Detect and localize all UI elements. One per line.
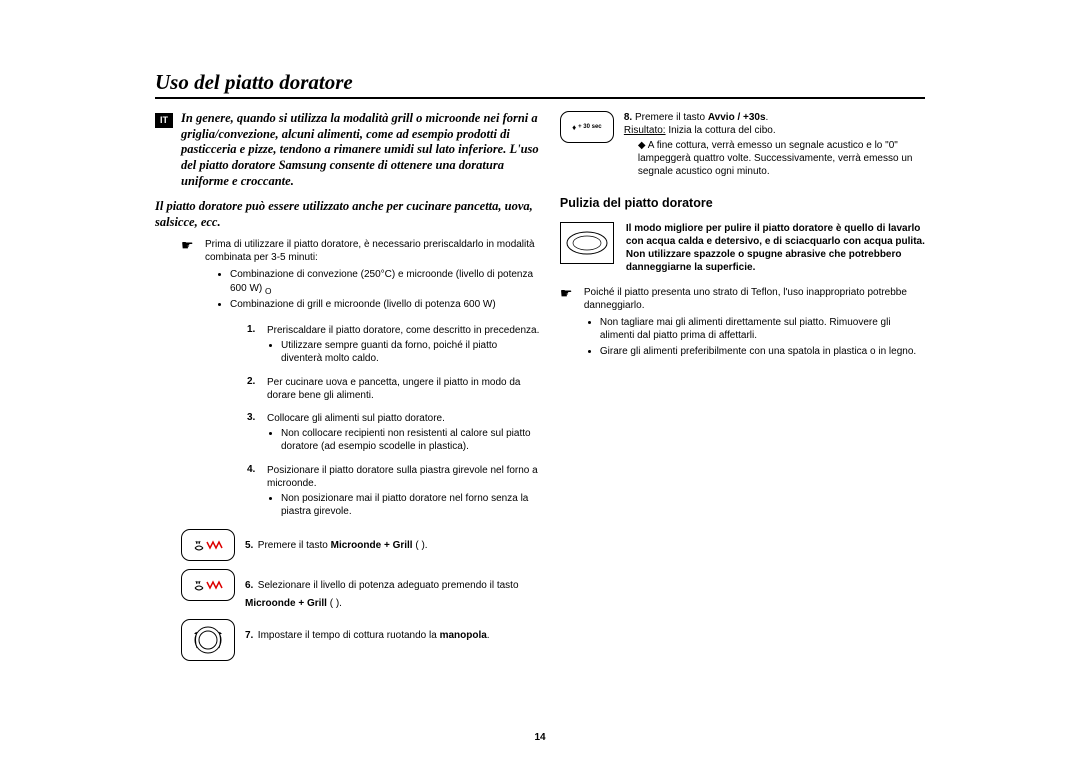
two-column-layout: IT In genere, quando si utilizza la moda… xyxy=(155,111,925,669)
step-number: 8. xyxy=(624,112,632,123)
step-4-bullet: Non posizionare mai il piatto doratore n… xyxy=(281,492,540,518)
step-3-bullet: Non collocare recipienti non resistenti … xyxy=(281,427,540,453)
microwave-grill-button-icon xyxy=(181,569,235,601)
start-30s-button-icon: ♦ + 30 sec xyxy=(560,111,614,143)
cleaning-subheading: Pulizia del piatto doratore xyxy=(560,196,925,210)
step-6-bold: Microonde + Grill xyxy=(245,598,327,609)
preamble-text: Prima di utilizzare il piatto doratore, … xyxy=(205,238,540,264)
step-number: 3. xyxy=(247,412,261,423)
knob-icon xyxy=(181,619,235,661)
preamble-bullets: Combinazione di convezione (250°C) e mic… xyxy=(230,268,540,311)
step-number: 5. xyxy=(245,540,253,551)
warning-row: ☛ Poiché il piatto presenta uno strato d… xyxy=(560,286,925,312)
step-4: 4. Posizionare il piatto doratore sulla … xyxy=(247,464,540,519)
step-8-diamond-bullet: A fine cottura, verrà emesso un segnale … xyxy=(638,139,925,178)
step-3-text: Collocare gli alimenti sul piatto dorato… xyxy=(267,413,445,424)
left-column: IT In genere, quando si utilizza la moda… xyxy=(155,111,540,669)
preamble-bullet-1: Combinazione di convezione (250°C) e mic… xyxy=(230,268,540,297)
step-2: 2. Per cucinare uova e pancetta, ungere … xyxy=(247,376,540,402)
warning-bullet-1: Non tagliare mai gli alimenti direttamen… xyxy=(600,316,925,342)
step-4-text: Posizionare il piatto doratore sulla pia… xyxy=(267,465,538,489)
pointing-hand-icon: ☛ xyxy=(181,238,195,252)
step-8-result: Inizia la cottura del cibo. xyxy=(666,125,776,136)
cleaning-row: Il modo migliore per pulire il piatto do… xyxy=(560,222,925,274)
warning-bullet-2: Girare gli alimenti preferibilmente con … xyxy=(600,345,925,358)
intro-paragraph-2: Il piatto doratore può essere utilizzato… xyxy=(155,199,540,230)
step-number: 2. xyxy=(247,376,261,387)
step-number: 4. xyxy=(247,464,261,475)
warning-text: Poiché il piatto presenta uno strato di … xyxy=(584,286,925,312)
step-8: ♦ + 30 sec 8. Premere il tasto Avvio / +… xyxy=(560,111,925,178)
step-5: 5. Premere il tasto Microonde + Grill ( … xyxy=(181,529,540,561)
step-1: 1. Preriscaldare il piatto doratore, com… xyxy=(247,324,540,366)
step-6-pre: Selezionare il livello di potenza adegua… xyxy=(258,580,519,591)
intro-paragraph: In genere, quando si utilizza la modalit… xyxy=(181,111,540,189)
preamble-row: ☛ Prima di utilizzare il piatto doratore… xyxy=(181,238,540,264)
step-1-text: Preriscaldare il piatto doratore, come d… xyxy=(267,325,539,336)
step-5-bold: Microonde + Grill xyxy=(331,540,413,551)
step-8-post: . xyxy=(766,112,769,123)
microwave-grill-button-icon xyxy=(181,529,235,561)
step-number: 6. xyxy=(245,580,253,591)
step-6: 6. Selezionare il livello di potenza ade… xyxy=(181,569,540,611)
step-number: 7. xyxy=(245,630,253,641)
step-1-bullet: Utilizzare sempre guanti da forno, poich… xyxy=(281,339,540,365)
step-8-result-label: Risultato: xyxy=(624,125,666,136)
step-7: 7. Impostare il tempo di cottura ruotand… xyxy=(181,619,540,661)
page-title: Uso del piatto doratore xyxy=(155,70,925,99)
step-6-post: ( ). xyxy=(327,598,342,609)
preamble-bullet-2: Combinazione di grill e microonde (livel… xyxy=(230,298,540,312)
step-7-pre: Impostare il tempo di cottura ruotando l… xyxy=(258,630,440,641)
pointing-hand-icon: ☛ xyxy=(560,286,574,300)
step-7-bold: manopola xyxy=(440,630,487,641)
step-number: 1. xyxy=(247,324,261,335)
plate-icon xyxy=(560,222,614,264)
step-7-post: . xyxy=(487,630,490,641)
right-column: ♦ + 30 sec 8. Premere il tasto Avvio / +… xyxy=(560,111,925,669)
cleaning-text: Il modo migliore per pulire il piatto do… xyxy=(626,222,925,274)
step-3: 3. Collocare gli alimenti sul piatto dor… xyxy=(247,412,540,454)
page-number: 14 xyxy=(534,732,545,743)
step-8-pre: Premere il tasto xyxy=(635,112,708,123)
step-2-text: Per cucinare uova e pancetta, ungere il … xyxy=(267,376,540,402)
step-5-post: ( ). xyxy=(413,540,428,551)
warning-bullets: Non tagliare mai gli alimenti direttamen… xyxy=(600,316,925,358)
step-5-pre: Premere il tasto xyxy=(258,540,331,551)
language-badge: IT xyxy=(155,113,173,128)
step-8-bold: Avvio / +30s xyxy=(708,112,766,123)
